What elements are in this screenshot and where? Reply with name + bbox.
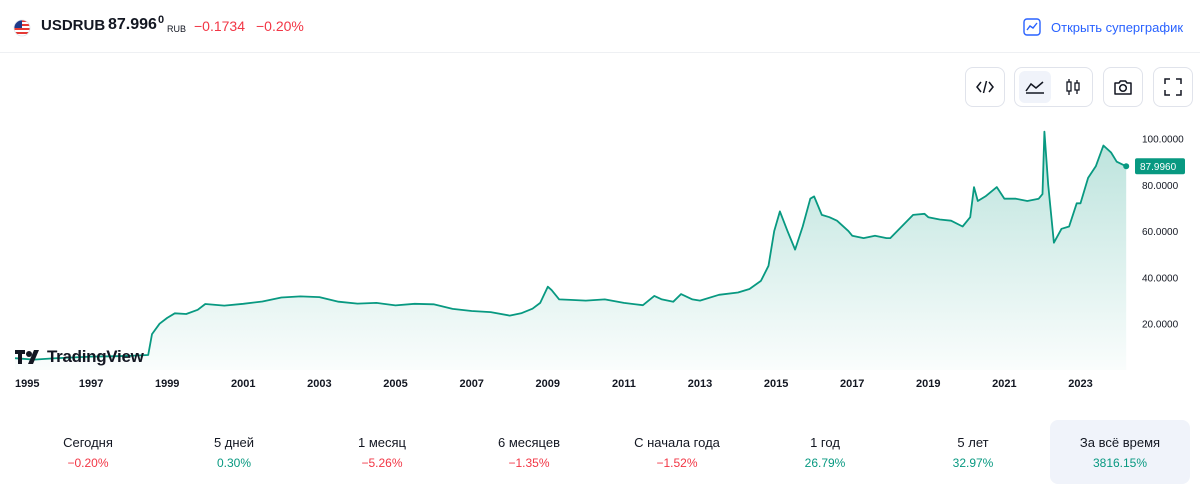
last-price: 87.996 <box>108 16 157 33</box>
candles-icon <box>1066 79 1080 95</box>
symbol-header: USDRUB 87.996 0 RUB −0.1734 −0.20% Откры… <box>0 0 1200 53</box>
y-tick-label: 40.0000 <box>1142 273 1179 284</box>
y-tick-label: 100.0000 <box>1142 135 1184 146</box>
y-tick-label: 80.0000 <box>1142 181 1179 192</box>
last-price-label: 87.9960 <box>1140 162 1177 173</box>
period-value: 26.79% <box>804 455 846 470</box>
candles-style-button[interactable] <box>1057 71 1089 103</box>
period-value: 0.30% <box>216 455 252 470</box>
price-change: −0.1734 <box>194 18 245 34</box>
chart-line-icon <box>1023 18 1041 36</box>
y-tick-label: 60.0000 <box>1142 227 1179 238</box>
last-price-tail-digit: 0 <box>158 14 165 26</box>
x-tick-label: 1997 <box>79 378 103 390</box>
period-value: −0.20% <box>67 455 109 470</box>
camera-icon <box>1114 80 1132 95</box>
fullscreen-icon <box>1164 78 1182 96</box>
area-style-button[interactable] <box>1019 71 1051 103</box>
x-tick-label: 2019 <box>916 378 940 390</box>
period-label: Сегодня <box>63 434 113 450</box>
period-label: 1 год <box>810 434 840 450</box>
x-tick-label: 2013 <box>688 378 712 390</box>
us-flag-icon <box>13 19 31 37</box>
period-label: 1 месяц <box>358 434 406 450</box>
period-value: −1.35% <box>508 455 550 470</box>
x-tick-label: 2017 <box>840 378 864 390</box>
last-price-dot <box>1123 163 1130 170</box>
x-tick-label: 2001 <box>231 378 255 390</box>
currency-label: RUB <box>167 24 187 34</box>
x-tick-label: 2007 <box>459 378 483 390</box>
price-line <box>14 130 1127 361</box>
tradingview-logo-text: TradingView <box>47 347 144 366</box>
period-5-days[interactable]: 5 дней 0.30% <box>164 420 304 484</box>
x-tick-label: 2003 <box>307 378 331 390</box>
x-tick-label: 2015 <box>764 378 788 390</box>
x-tick-label: 2011 <box>612 378 636 390</box>
period-value: −1.52% <box>656 455 698 470</box>
price-chart[interactable]: 1995 1997 1999 2001 2003 2005 2007 2009 2011 2013… <box>0 120 1200 400</box>
period-value: −5.26% <box>361 455 403 470</box>
period-5-years[interactable]: 5 лет 32.97% <box>903 420 1043 484</box>
period-today[interactable]: Сегодня −0.20% <box>18 420 158 484</box>
tradingview-logo-icon <box>15 350 39 364</box>
x-tick-label: 2023 <box>1068 378 1092 390</box>
x-tick-label: 2021 <box>992 378 1016 390</box>
embed-button[interactable] <box>965 67 1005 107</box>
price-area-fill <box>15 131 1127 370</box>
performance-periods: Сегодня −0.20% 5 дней 0.30% 1 месяц −5.2… <box>0 420 1200 484</box>
period-value: 32.97% <box>952 455 994 470</box>
period-label: 5 лет <box>957 434 989 450</box>
x-tick-label: 1999 <box>155 378 179 390</box>
period-all-time[interactable]: За всё время 3816.15% <box>1050 420 1190 484</box>
period-1-month[interactable]: 1 месяц −5.26% <box>312 420 452 484</box>
tradingview-logo: TradingView <box>15 347 144 367</box>
period-6-months[interactable]: 6 месяцев −1.35% <box>459 420 599 484</box>
symbol-name: USDRUB <box>41 17 106 34</box>
area-chart-icon <box>1025 81 1044 94</box>
period-1-year[interactable]: 1 год 26.79% <box>755 420 895 484</box>
period-value: 3816.15% <box>1092 455 1148 470</box>
fullscreen-button[interactable] <box>1153 67 1193 107</box>
price-change-percent: −0.20% <box>256 18 304 34</box>
chart-style-switcher <box>1014 67 1093 107</box>
x-tick-label: 2005 <box>383 378 407 390</box>
x-tick-label: 1995 <box>15 378 39 390</box>
period-label: За всё время <box>1079 434 1161 450</box>
snapshot-button[interactable] <box>1103 67 1143 107</box>
period-label: 6 месяцев <box>498 434 560 450</box>
open-supergraph-button[interactable]: Открыть суперграфик <box>1023 16 1183 38</box>
last-price-badge <box>1135 158 1185 175</box>
x-tick-label: 2009 <box>536 378 560 390</box>
period-label: С начала года <box>634 434 720 450</box>
period-ytd[interactable]: С начала года −1.52% <box>607 420 747 484</box>
period-label: 5 дней <box>213 434 255 450</box>
y-tick-label: 20.0000 <box>1142 320 1179 331</box>
code-icon <box>976 80 994 94</box>
open-supergraph-label: Открыть суперграфик <box>1051 19 1184 35</box>
